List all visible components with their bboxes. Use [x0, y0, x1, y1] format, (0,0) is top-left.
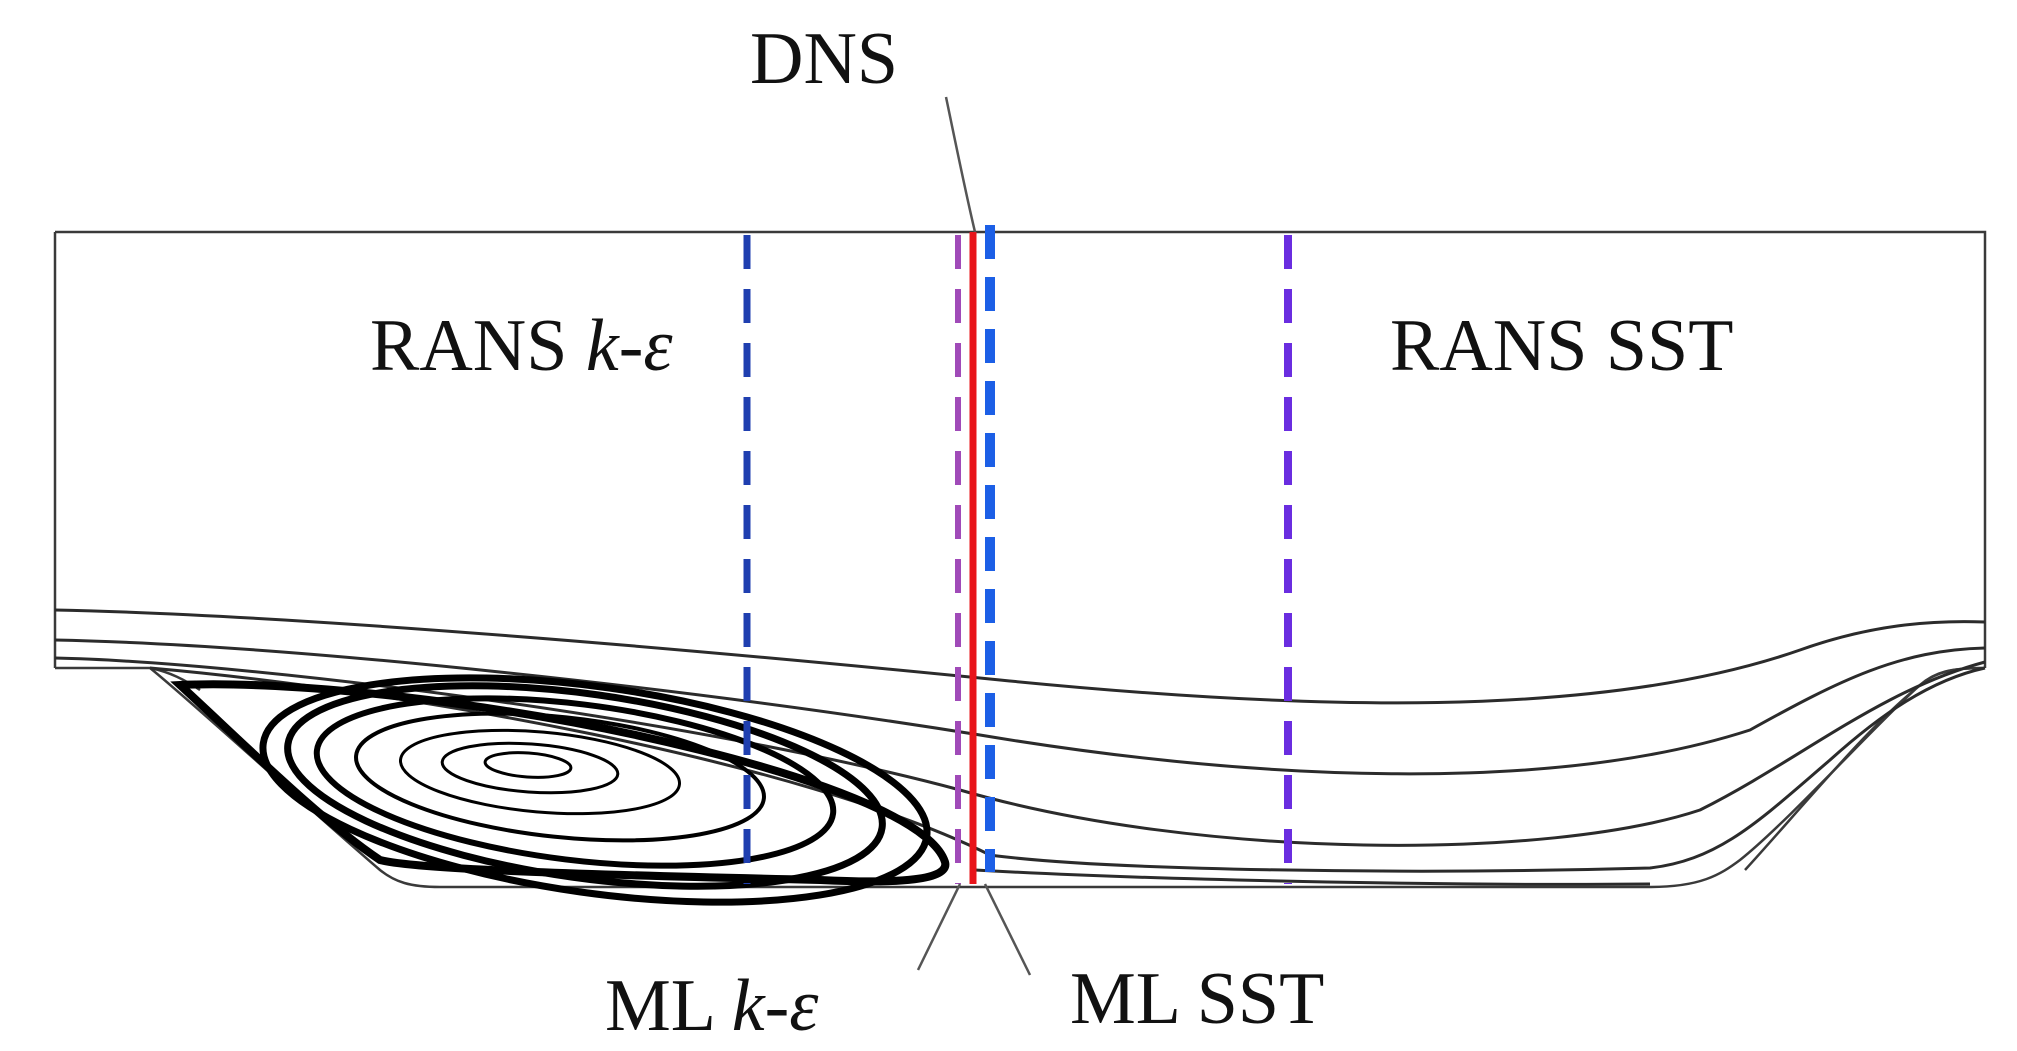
streamlines — [54, 608, 1986, 886]
streamline-4 — [149, 666, 1986, 873]
vortex-outer-boundary — [170, 680, 950, 886]
rans-ke-label-prefix: RANS — [370, 305, 586, 387]
streamline-3 — [54, 656, 1986, 847]
ml-ke-label: ML k-ε — [605, 965, 819, 1047]
ml-ke-leader — [916, 883, 962, 971]
ml-ke-label-dash: - — [765, 965, 790, 1047]
ml-sst-leader — [983, 883, 1032, 976]
dns-leader — [944, 96, 977, 233]
leader-lines — [916, 96, 1032, 976]
ml-sst-label: ML SST — [1070, 958, 1324, 1040]
rans-ke-label-k: k — [586, 305, 620, 387]
rans-ke-label-eps: ε — [643, 305, 673, 387]
reattachment-lines — [743, 225, 1292, 884]
dns-label: DNS — [750, 18, 898, 100]
vortex-ring-1 — [483, 751, 573, 779]
channel-top-wall — [53, 230, 1987, 668]
rans-sst-label: RANS SST — [1390, 305, 1733, 387]
vortex-ring-2 — [440, 741, 620, 795]
ml-ke-label-eps: ε — [789, 965, 819, 1047]
streamline-2 — [54, 638, 1986, 776]
vortex-ring-3 — [398, 728, 682, 816]
recirculation-vortex — [170, 674, 950, 906]
rans-ke-label-dash: - — [619, 305, 644, 387]
ml-ke-label-k: k — [732, 965, 766, 1047]
rans-ke-label: RANS k-ε — [370, 305, 673, 387]
vortex-ring-5 — [313, 695, 837, 869]
streamline-1 — [54, 608, 1986, 705]
ml-ke-label-prefix: ML — [605, 965, 732, 1047]
streamline-5 — [974, 868, 1651, 886]
hill-right-inner — [1744, 666, 1986, 871]
